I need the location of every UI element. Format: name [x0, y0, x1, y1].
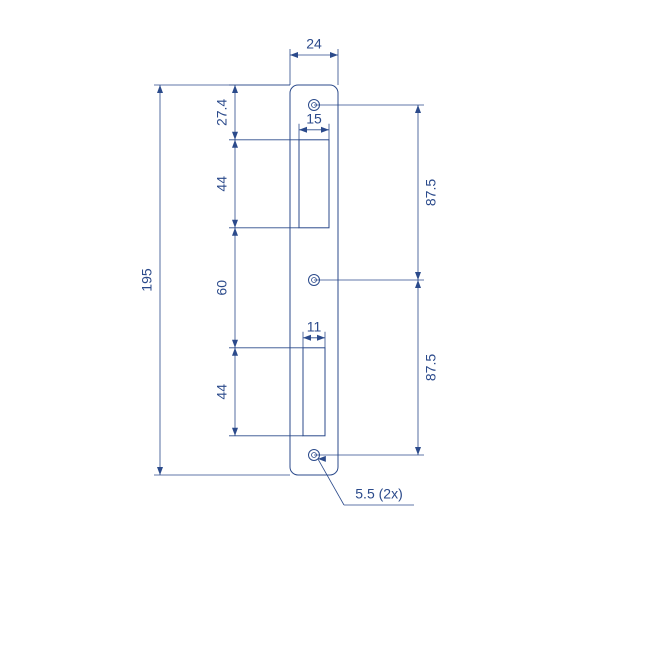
dim-upper-44: 44 — [214, 176, 230, 192]
dim-87-5-a: 87.5 — [423, 179, 439, 206]
dim-plate-height: 195 — [139, 268, 155, 292]
upper-slot — [299, 140, 329, 228]
lower-slot — [303, 348, 325, 436]
dim-lower-slot-width: 11 — [307, 319, 322, 335]
dim-lower-44: 44 — [214, 384, 230, 400]
dim-gap-60: 60 — [214, 280, 230, 296]
dim-87-5-b: 87.5 — [423, 354, 439, 381]
dim-hole-dia: 5.5 (2x) — [355, 486, 402, 502]
dim-upper-slot-width: 15 — [306, 111, 322, 127]
dim-27-4: 27.4 — [214, 99, 230, 126]
dim-plate-width: 24 — [306, 36, 322, 52]
